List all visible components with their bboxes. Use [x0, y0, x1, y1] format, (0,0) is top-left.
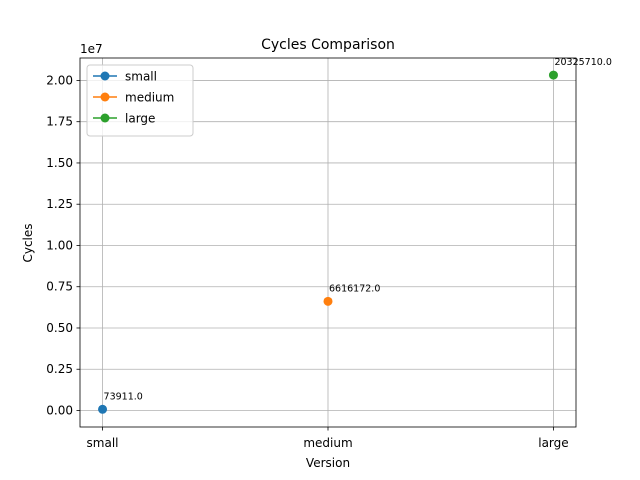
legend: small medium large	[86, 64, 194, 137]
y-tick-label: 1.00	[46, 238, 73, 252]
y-axis-offset-label: 1e7	[80, 42, 103, 56]
legend-marker-small	[100, 71, 110, 81]
legend-label-small: small	[125, 70, 157, 84]
data-label-medium: 6616172.0	[329, 283, 380, 294]
y-tick-label: 0.00	[46, 403, 73, 417]
legend-marker-large	[100, 113, 110, 123]
legend-label-medium: medium	[125, 91, 174, 105]
x-tick-label: large	[538, 436, 568, 450]
x-tick-label: medium	[303, 436, 352, 450]
legend-marker-medium	[100, 92, 110, 102]
data-label-large: 20325710.0	[554, 57, 611, 68]
series-layer: 73911.0 6616172.0 20325710.0	[98, 57, 612, 414]
y-tick-label: 1.25	[46, 197, 73, 211]
grid	[80, 58, 576, 427]
y-tick-label: 0.50	[46, 321, 73, 335]
y-tick-label: 1.50	[46, 156, 73, 170]
y-tick-label: 0.25	[46, 362, 73, 376]
axes: small medium large 0.00 0.25 0.50 0.75 1.00 1.25…	[46, 57, 577, 450]
y-tick-label: 0.75	[46, 280, 73, 294]
x-tick-label: small	[87, 436, 119, 450]
data-point-large	[548, 70, 558, 80]
y-tick-label: 1.75	[46, 115, 73, 129]
chart-title: Cycles Comparison	[261, 37, 395, 53]
data-label-small: 73911.0	[104, 391, 143, 402]
x-axis-label: Version	[306, 456, 350, 470]
data-point-medium	[323, 296, 333, 306]
y-tick-label: 2.00	[46, 73, 73, 87]
legend-label-large: large	[125, 112, 155, 126]
data-point-small	[98, 404, 108, 414]
y-axis-label: Cycles	[21, 223, 35, 262]
